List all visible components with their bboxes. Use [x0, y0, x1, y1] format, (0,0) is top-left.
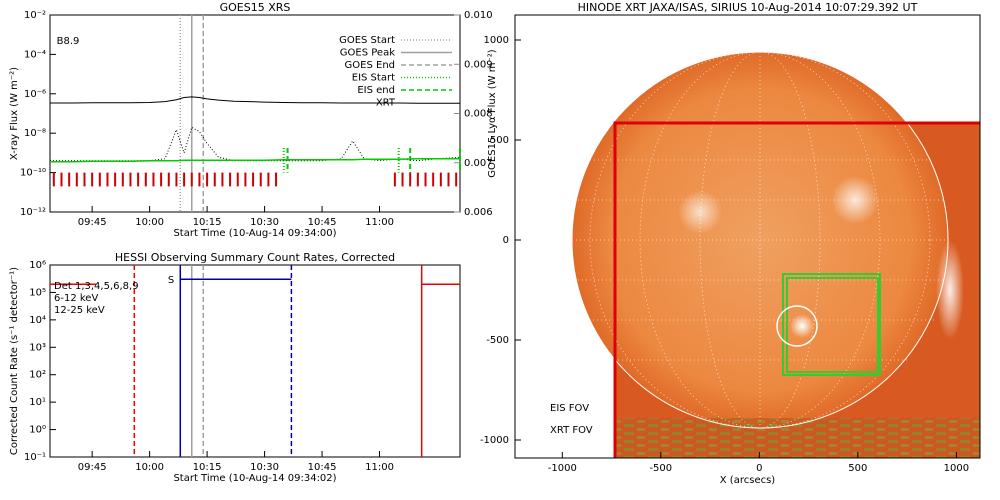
x-tick-label: 11:00: [365, 462, 394, 473]
y-tick-label: 10⁻²: [24, 10, 46, 21]
x-axis-label: Start Time (10-Aug-14 09:34:02): [173, 473, 336, 484]
legend-label: 6-12 keV: [54, 293, 98, 304]
legend-label: XRT: [376, 98, 396, 109]
y2-tick-label: 0.008: [464, 109, 493, 120]
x-tick-label: 10:00: [135, 217, 164, 228]
y-tick-label: 10²: [29, 370, 46, 381]
legend-label: 12-25 keV: [54, 305, 105, 316]
chart-title: HESSI Observing Summary Count Rates, Cor…: [115, 251, 395, 264]
y2-tick-label: 0.007: [464, 158, 493, 169]
x-tick-label: -1000: [548, 463, 577, 474]
y2-tick-label: 0.010: [464, 10, 493, 21]
chart-title: GOES15 XRS: [220, 1, 291, 14]
y-tick-label: 1000: [484, 35, 509, 46]
y-tick-label: 10⁵: [29, 287, 46, 298]
fov-label: XRT FOV: [550, 425, 593, 436]
legend-label: EIS Start: [352, 73, 395, 84]
x-tick-label: 10:15: [193, 462, 222, 473]
y-axis-label: Corrected Count Rate (s⁻¹ detector⁻¹): [9, 267, 20, 455]
y-tick-label: 10⁶: [29, 260, 46, 271]
y2-tick-label: 0.006: [464, 207, 493, 218]
series-line: [50, 126, 461, 162]
series-line: [50, 158, 460, 163]
fov-label: EIS FOV: [550, 403, 589, 414]
x-tick-label: 10:45: [308, 462, 337, 473]
legend-label: GOES Peak: [340, 48, 395, 59]
y-tick-label: 10³: [29, 342, 46, 353]
y-tick-label: 10⁻¹⁰: [20, 168, 46, 179]
plot-frame: [49, 264, 461, 458]
y-tick-label: -500: [486, 335, 509, 346]
y-tick-label: 10¹: [29, 397, 46, 408]
x-tick-label: 11:00: [365, 217, 394, 228]
legend-label: EIS end: [357, 85, 395, 96]
series-line: [50, 96, 460, 104]
y-tick-label: 0: [503, 235, 509, 246]
y-tick-label: 10⁻¹: [24, 452, 46, 463]
x-tick-label: 09:45: [78, 217, 107, 228]
annotation: S: [168, 275, 174, 286]
y-tick-label: -1000: [480, 435, 509, 446]
y-tick-label: 10⁻⁸: [24, 128, 46, 139]
y-tick-label: 10⁰: [29, 425, 46, 436]
x-tick-label: 10:15: [193, 217, 222, 228]
x-tick-label: 500: [848, 463, 867, 474]
plot-frame: [49, 14, 461, 213]
y-tick-label: 10⁴: [29, 315, 46, 326]
x-tick-label: 0: [756, 463, 762, 474]
x-tick-label: 10:45: [308, 217, 337, 228]
y-tick-label: 500: [490, 135, 509, 146]
y-tick-label: 10⁻⁴: [24, 49, 46, 60]
x-tick-label: 10:00: [135, 462, 164, 473]
y2-axis-label: GOES15 Lyα Flux (W m⁻²): [487, 49, 498, 177]
legend-label: GOES End: [345, 60, 395, 71]
y-axis-label: X-ray Flux (W m⁻²): [9, 67, 20, 160]
legend-label: GOES Start: [339, 35, 395, 46]
annotation: B8.9: [57, 36, 80, 47]
x-axis-label: X (arcsecs): [720, 475, 776, 486]
chart-title: HINODE XRT JAXA/ISAS, SIRIUS 10-Aug-2014…: [578, 1, 918, 14]
x-tick-label: 10:30: [250, 462, 279, 473]
y-tick-label: 10⁻⁶: [24, 89, 46, 100]
plot-frame: [514, 14, 981, 459]
x-tick-label: 10:30: [250, 217, 279, 228]
y2-tick-label: 0.009: [464, 59, 493, 70]
legend-label: Det 1,3,4,5,6,8,9: [54, 281, 139, 292]
x-tick-label: 1000: [944, 463, 969, 474]
y-tick-label: 10⁻¹²: [20, 207, 46, 218]
x-tick-label: 09:45: [78, 462, 107, 473]
xrt-image: [571, 51, 980, 458]
x-axis-label: Start Time (10-Aug-14 09:34:00): [173, 228, 336, 239]
x-tick-label: -500: [649, 463, 672, 474]
